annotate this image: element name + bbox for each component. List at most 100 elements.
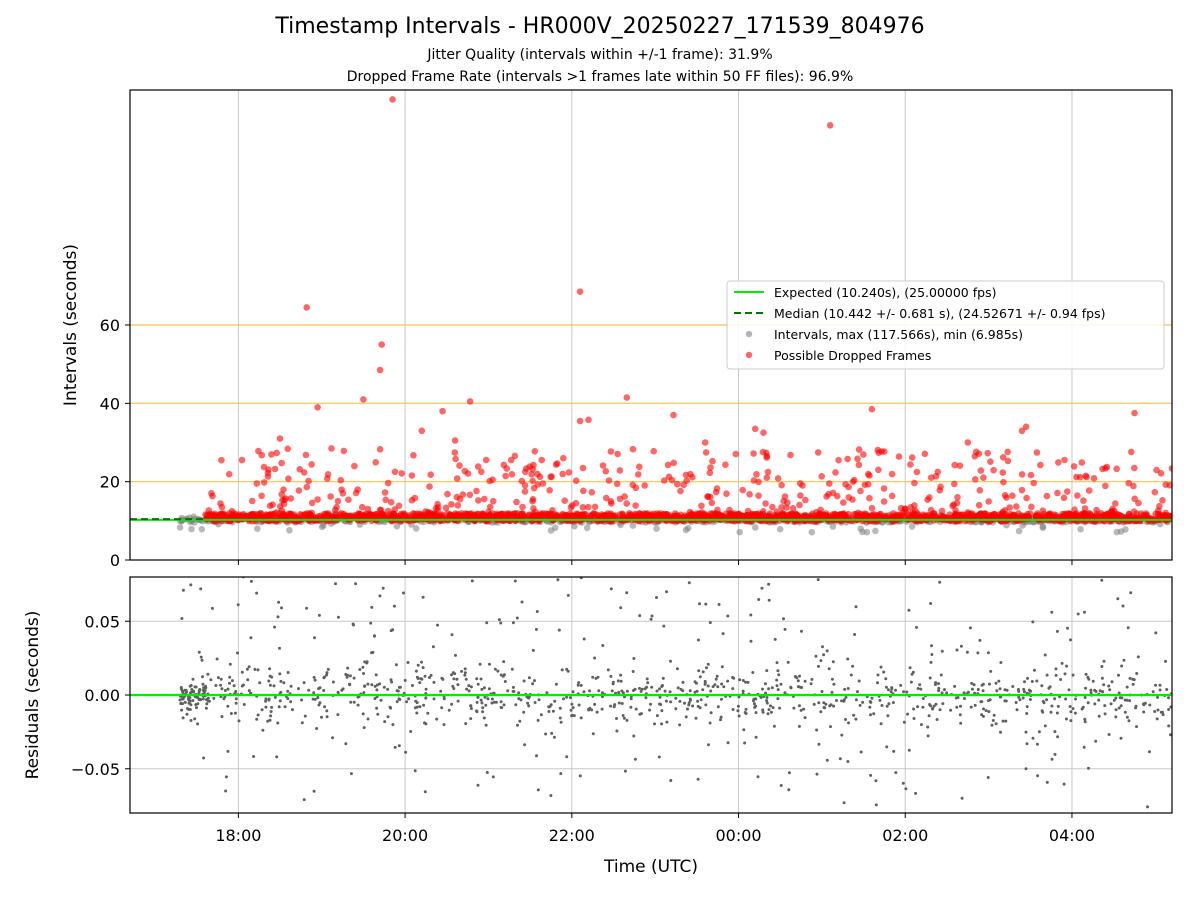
- residual-point: [963, 697, 966, 700]
- residual-point: [1024, 767, 1028, 771]
- residual-point: [792, 571, 795, 574]
- dropped-frame-point: [508, 471, 516, 478]
- dropped-frame-point: [305, 477, 312, 485]
- residual-point: [352, 700, 356, 704]
- dropped-frame-point: [282, 513, 290, 521]
- residual-point: [1107, 684, 1111, 688]
- residual-point: [297, 687, 300, 691]
- residual-point: [1100, 578, 1104, 582]
- dropped-frame-point: [660, 477, 668, 484]
- residual-point: [347, 682, 351, 686]
- residual-point: [1109, 702, 1113, 706]
- dropped-frame-point: [532, 508, 539, 516]
- jitter-quality-subtitle: Jitter Quality (intervals within +/-1 fr…: [427, 47, 773, 63]
- residual-point: [373, 697, 377, 700]
- residual-point: [179, 687, 183, 691]
- dropped-frame-point: [985, 498, 992, 505]
- residual-point: [480, 701, 484, 705]
- residual-point: [344, 742, 348, 746]
- residual-point: [424, 722, 428, 726]
- dropped-frame-point: [475, 497, 482, 504]
- residual-point: [189, 583, 193, 587]
- residual-point: [415, 711, 419, 715]
- residual-point: [1110, 680, 1114, 684]
- residual-point: [858, 703, 862, 707]
- dropped-frame-point: [503, 465, 511, 472]
- residual-point: [625, 718, 629, 722]
- residual-point: [1015, 708, 1019, 712]
- residual-point: [476, 682, 480, 686]
- residual-point: [825, 758, 829, 762]
- residual-point: [802, 707, 806, 711]
- residual-point: [533, 701, 537, 704]
- residual-point: [216, 676, 220, 680]
- residual-point: [720, 567, 723, 570]
- legend-intervals-label: Intervals, max (117.566s), min (6.985s): [774, 327, 1023, 342]
- residual-point: [872, 712, 876, 716]
- residual-point: [502, 660, 506, 664]
- residual-point: [340, 688, 344, 692]
- residual-point: [452, 687, 456, 690]
- residual-point: [1103, 712, 1107, 716]
- dropped-frame-point: [1009, 492, 1016, 500]
- dropped-frame-point: [999, 508, 1007, 516]
- dropped-frame-point: [854, 455, 861, 463]
- residual-point: [776, 688, 780, 692]
- residual-point: [697, 669, 701, 673]
- residual-point: [754, 704, 758, 708]
- residual-point: [1022, 687, 1026, 691]
- interval-point: [872, 527, 879, 535]
- residual-point: [554, 682, 558, 686]
- dropped-frame-point: [668, 476, 676, 484]
- residual-point: [283, 705, 287, 709]
- dropped-frame-point: [205, 507, 213, 514]
- dropped-frame-point: [352, 489, 360, 497]
- interval-point: [1039, 523, 1047, 530]
- residual-point: [775, 684, 779, 688]
- residual-point: [595, 710, 599, 714]
- dropped-frame-point: [554, 512, 561, 520]
- dropped-frame-point: [641, 482, 648, 489]
- residual-point: [527, 704, 531, 708]
- residual-point: [1014, 701, 1018, 704]
- dropped-frame-point: [238, 456, 246, 464]
- residual-point: [286, 689, 290, 693]
- residual-point: [455, 677, 459, 681]
- chart-title: Timestamp Intervals - HR000V_20250227_17…: [275, 14, 925, 39]
- residual-point: [366, 717, 370, 721]
- residual-point: [907, 608, 911, 612]
- residual-point: [1043, 724, 1047, 728]
- legend-expected-label: Expected (10.240s), (25.00000 fps): [774, 285, 996, 300]
- residual-point: [577, 703, 581, 707]
- residual-point: [1114, 708, 1118, 712]
- residual-point: [629, 697, 633, 701]
- dropped-frame-point: [1018, 486, 1026, 494]
- residual-point: [312, 675, 316, 679]
- residual-point: [481, 710, 485, 714]
- residual-point: [442, 723, 446, 727]
- dropped-frame-point: [1080, 497, 1087, 505]
- dropped-frame-point: [451, 449, 459, 456]
- residual-point: [422, 703, 426, 707]
- residual-point: [494, 700, 498, 704]
- dropped-frame-point: [956, 462, 964, 470]
- dropped-frame-point: [835, 456, 842, 464]
- residual-point: [849, 673, 853, 677]
- interval-point: [653, 525, 660, 532]
- dropped-frame-point: [320, 510, 328, 518]
- residual-point: [1025, 705, 1029, 709]
- residual-point: [698, 602, 701, 606]
- dropped-frame-point: [709, 457, 716, 465]
- residual-point: [313, 678, 317, 682]
- residual-point: [345, 675, 349, 679]
- residual-point: [777, 673, 781, 677]
- interval-point: [571, 522, 578, 530]
- dropped-frame-point: [1061, 456, 1068, 464]
- residual-point: [619, 673, 623, 677]
- residual-point: [1135, 672, 1139, 675]
- dropped-frame-point: [560, 454, 567, 462]
- dropped-frame-point: [919, 511, 927, 518]
- residual-point: [976, 651, 980, 655]
- residual-point: [676, 686, 680, 690]
- legend-dropped-swatch: [745, 351, 753, 359]
